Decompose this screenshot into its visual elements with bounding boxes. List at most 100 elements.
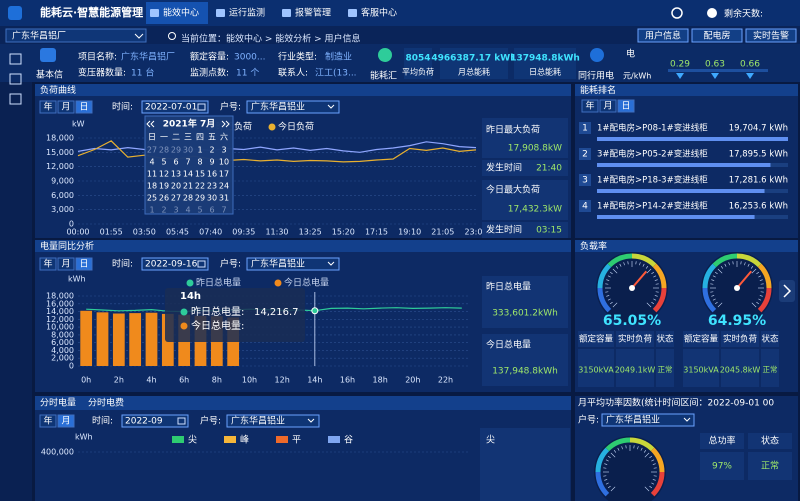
tab-label[interactable]: 年 <box>43 258 52 270</box>
toolbar-button-label[interactable]: 实时告警 <box>753 30 789 42</box>
settings-icon[interactable] <box>671 7 683 19</box>
tab[interactable] <box>39 100 57 114</box>
toolbar-button[interactable] <box>691 28 743 43</box>
calendar-day[interactable]: 21 <box>183 182 193 191</box>
tab-label[interactable]: 月 <box>603 101 612 112</box>
calendar-day[interactable]: 28 <box>159 146 169 155</box>
tab[interactable] <box>39 414 57 428</box>
toolbar-button[interactable] <box>637 28 689 43</box>
tab-label[interactable]: 年 <box>585 100 594 112</box>
calendar-day[interactable]: 7 <box>185 158 190 167</box>
calendar-day[interactable]: 10 <box>219 158 229 167</box>
tab[interactable] <box>581 99 599 113</box>
calendar-day[interactable]: 16 <box>207 170 217 179</box>
account-select[interactable] <box>246 100 340 114</box>
calendar-day[interactable]: 2 <box>161 206 166 215</box>
calendar-day[interactable]: 31 <box>219 194 229 203</box>
toolbar-button-label[interactable]: 用户信息 <box>645 30 681 42</box>
gauge-tick <box>651 301 655 305</box>
calendar-day[interactable]: 19 <box>159 182 169 191</box>
toolbar-button[interactable] <box>745 28 797 43</box>
calendar-day[interactable]: 12 <box>159 170 169 179</box>
tab-label[interactable]: 月 <box>61 259 70 270</box>
calendar-day[interactable]: 26 <box>159 194 169 203</box>
calendar-day[interactable]: 14 <box>183 170 193 179</box>
tou-tab[interactable]: 分时电费 <box>88 397 124 409</box>
tou-tab[interactable]: 分时电量 <box>40 397 76 409</box>
calendar-day[interactable]: 25 <box>147 194 157 203</box>
calendar-day[interactable]: 7 <box>221 206 226 215</box>
calendar-day[interactable]: 3 <box>221 146 226 155</box>
calendar-day[interactable]: 27 <box>171 194 181 203</box>
calendar-day[interactable]: 13 <box>171 170 181 179</box>
calendar-day[interactable]: 22 <box>195 182 205 191</box>
calendar-day[interactable]: 4 <box>149 158 154 167</box>
calendar-popup[interactable] <box>144 115 234 215</box>
tab-label[interactable]: 月 <box>61 102 70 113</box>
tab[interactable] <box>57 414 75 428</box>
x-tick-label: 22h <box>438 376 453 385</box>
calendar-day[interactable]: 28 <box>183 194 193 203</box>
calendar-day[interactable]: 29 <box>195 194 205 203</box>
account-select[interactable] <box>226 414 320 428</box>
calendar-day[interactable]: 4 <box>185 206 190 215</box>
date-input[interactable] <box>141 257 209 271</box>
next-arrow[interactable] <box>783 284 792 298</box>
calendar-day[interactable]: 6 <box>173 158 178 167</box>
gauge-arc <box>736 253 762 268</box>
calendar-day[interactable]: 11 <box>147 170 157 179</box>
calendar-day[interactable]: 6 <box>209 206 214 215</box>
calendar-day[interactable]: 1 <box>197 146 202 155</box>
calendar-day[interactable]: 30 <box>183 146 193 155</box>
date-input[interactable] <box>121 414 189 428</box>
side-icon[interactable] <box>9 53 22 65</box>
calendar-day[interactable]: 23 <box>207 182 217 191</box>
calendar-day[interactable]: 29 <box>171 146 181 155</box>
tab[interactable] <box>599 99 617 113</box>
tab[interactable] <box>617 99 635 113</box>
tab[interactable] <box>75 100 93 114</box>
account-select[interactable] <box>246 257 340 271</box>
calendar-day[interactable]: 18 <box>147 182 157 191</box>
calendar-day[interactable]: 9 <box>209 158 214 167</box>
calendar-day[interactable]: 5 <box>197 206 202 215</box>
tab[interactable] <box>39 257 57 271</box>
nav-item[interactable]: 运行监测 <box>229 7 265 19</box>
nav-tab[interactable] <box>146 2 208 24</box>
calendar-day[interactable]: 27 <box>147 146 157 155</box>
calendar-day[interactable]: 30 <box>207 194 217 203</box>
calendar-day[interactable]: 24 <box>219 182 229 191</box>
calendar-day[interactable]: 1 <box>149 206 154 215</box>
calendar-day[interactable]: 15 <box>195 170 205 179</box>
calendar-day[interactable]: 3 <box>173 206 178 215</box>
nav-item[interactable]: 能效中心 <box>163 7 199 19</box>
side-icon[interactable] <box>9 93 22 105</box>
account-select[interactable] <box>601 413 695 427</box>
site-select[interactable] <box>5 28 147 43</box>
calendar-nav[interactable] <box>146 120 230 128</box>
calendar-day[interactable]: 8 <box>197 158 202 167</box>
calendar-day[interactable]: 20 <box>171 182 181 191</box>
gauge-tick <box>651 271 655 275</box>
tab[interactable] <box>57 257 75 271</box>
tab[interactable] <box>75 257 93 271</box>
tab-label[interactable]: 年 <box>43 415 52 427</box>
rank-name: 1#配电房>P08-1#变进线柜 <box>597 123 708 134</box>
next-button[interactable] <box>779 280 795 302</box>
calendar-day[interactable]: 5 <box>161 158 166 167</box>
tab-label[interactable]: 日 <box>79 102 88 113</box>
tab-label[interactable]: 日 <box>621 101 630 112</box>
x-tick-label: 21:05 <box>431 228 454 237</box>
tab-label[interactable]: 年 <box>43 101 52 113</box>
calendar-day[interactable]: 2 <box>209 146 214 155</box>
tab[interactable] <box>57 100 75 114</box>
field-value: 97% <box>712 462 732 472</box>
toolbar-button-label[interactable]: 配电房 <box>703 30 730 42</box>
tab-label[interactable]: 月 <box>61 416 70 427</box>
nav-item[interactable]: 报警管理 <box>295 7 331 19</box>
date-input[interactable] <box>141 100 209 114</box>
tab-label[interactable]: 日 <box>79 259 88 270</box>
calendar-day[interactable]: 17 <box>219 170 229 179</box>
side-icon[interactable] <box>9 73 22 85</box>
nav-item[interactable]: 客服中心 <box>361 7 397 19</box>
